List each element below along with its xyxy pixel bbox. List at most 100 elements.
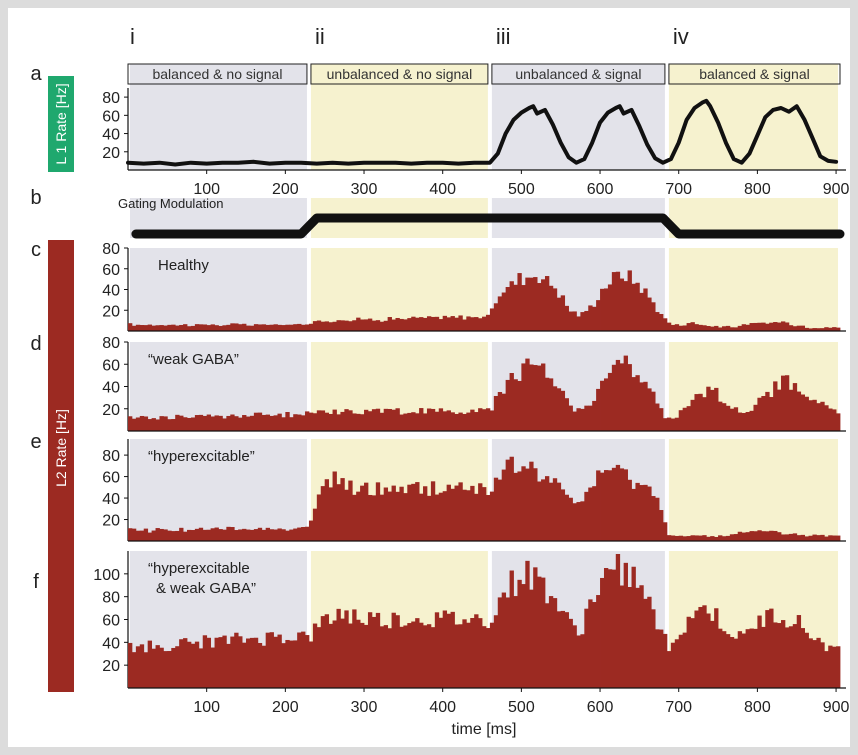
l2-bar xyxy=(714,536,719,541)
l2-bar xyxy=(611,569,617,688)
l2-bar xyxy=(493,395,499,431)
l2-bar xyxy=(198,648,204,688)
phase-label-1: balanced & no signal xyxy=(152,66,282,82)
l2-bar xyxy=(556,482,562,541)
phase-label-2: unbalanced & no signal xyxy=(327,66,473,82)
l2-bar xyxy=(784,627,790,688)
l2-bar xyxy=(548,378,554,431)
l2-bar xyxy=(686,323,691,331)
l2-bar xyxy=(718,628,723,688)
l2-bar xyxy=(336,414,341,431)
l2-bar xyxy=(544,603,550,688)
l2-bar xyxy=(403,625,408,688)
l2-bar xyxy=(761,322,766,331)
l2-bar xyxy=(592,400,597,431)
l2-bar xyxy=(367,318,373,331)
l2-bar xyxy=(230,636,235,688)
l2-bar xyxy=(784,375,790,431)
l2-bar xyxy=(320,486,326,541)
l2-bar xyxy=(159,647,164,688)
l2-bar xyxy=(187,529,192,541)
l2-bar xyxy=(753,628,758,688)
l2-bar xyxy=(552,598,558,688)
l2-bar xyxy=(151,648,156,688)
l2-bar xyxy=(804,536,809,541)
l2-bar xyxy=(666,322,672,331)
l2-bar xyxy=(190,325,196,331)
l2-bar xyxy=(773,622,778,688)
l2-bar xyxy=(246,416,251,431)
l2-bar xyxy=(725,535,731,541)
l2-bar xyxy=(128,416,133,431)
l2-bar xyxy=(261,645,267,688)
l2-bar xyxy=(230,414,235,431)
phase-box-3 xyxy=(491,63,666,85)
l2-bar xyxy=(438,319,444,331)
l2-bar xyxy=(328,487,333,541)
l2-bar xyxy=(643,484,648,541)
l2-bar xyxy=(635,587,640,688)
l2-bar xyxy=(147,419,153,431)
l2-bar xyxy=(820,642,825,688)
l2-bar xyxy=(340,411,345,431)
l2-bar xyxy=(183,324,188,331)
l2-bar xyxy=(812,534,817,541)
l2-bar xyxy=(316,410,322,431)
l2-bar xyxy=(812,328,817,331)
l2-bar xyxy=(773,381,778,431)
l2-bar xyxy=(430,316,436,331)
l2-bar xyxy=(631,377,636,431)
l2-bar xyxy=(497,296,503,331)
l2-bar xyxy=(399,414,404,431)
l2-bar xyxy=(513,596,518,688)
l2-bar xyxy=(202,635,208,688)
l2-bar xyxy=(505,597,510,688)
l2-bar xyxy=(537,576,542,688)
l2-bar xyxy=(485,628,491,688)
l2-bar xyxy=(446,317,451,331)
l2-bar xyxy=(454,485,459,541)
l2-bar xyxy=(175,530,180,541)
l2-bar xyxy=(238,417,243,431)
y-tick-label: 60 xyxy=(102,357,120,374)
l2-bar xyxy=(635,375,640,431)
l2-bar xyxy=(371,320,377,331)
l2-bar xyxy=(139,644,145,688)
l2-bar xyxy=(478,618,483,688)
l2-bar xyxy=(308,520,314,541)
l2-bar xyxy=(548,285,554,331)
l2-bar xyxy=(627,364,632,431)
l2-bar xyxy=(777,322,782,331)
l2-bar xyxy=(462,319,467,331)
l2-bar xyxy=(741,633,746,688)
l2-bar xyxy=(423,413,428,431)
l2-bar xyxy=(159,528,164,541)
l2-bar xyxy=(131,652,137,688)
l2-bar xyxy=(784,322,790,331)
l2-bar xyxy=(320,321,326,331)
l2-bar xyxy=(662,522,668,541)
l2-bar xyxy=(627,270,632,331)
l2-bar xyxy=(615,271,621,331)
l1-ylabel: L 1 Rate [Hz] xyxy=(53,83,69,164)
l2-bar xyxy=(147,640,153,688)
l2-bar xyxy=(670,535,676,541)
l2-bar xyxy=(659,510,664,541)
l2-bar xyxy=(462,489,467,541)
l2-bar xyxy=(482,487,487,541)
l2-bar xyxy=(143,528,149,541)
l2-bar xyxy=(143,416,149,431)
l2-bar xyxy=(631,488,636,541)
l2-bar xyxy=(198,414,204,431)
x-tick-label: 700 xyxy=(665,181,692,198)
l2-bar xyxy=(765,391,770,431)
l2-bar xyxy=(788,389,794,431)
l2-bar xyxy=(659,313,664,331)
l2-bar xyxy=(131,418,137,431)
l2-bar xyxy=(513,472,518,541)
l2-bar xyxy=(297,323,302,331)
l2-bar xyxy=(470,409,475,431)
l2-bar xyxy=(615,359,621,431)
l2-bar xyxy=(411,316,416,331)
l2-bar xyxy=(438,617,444,688)
